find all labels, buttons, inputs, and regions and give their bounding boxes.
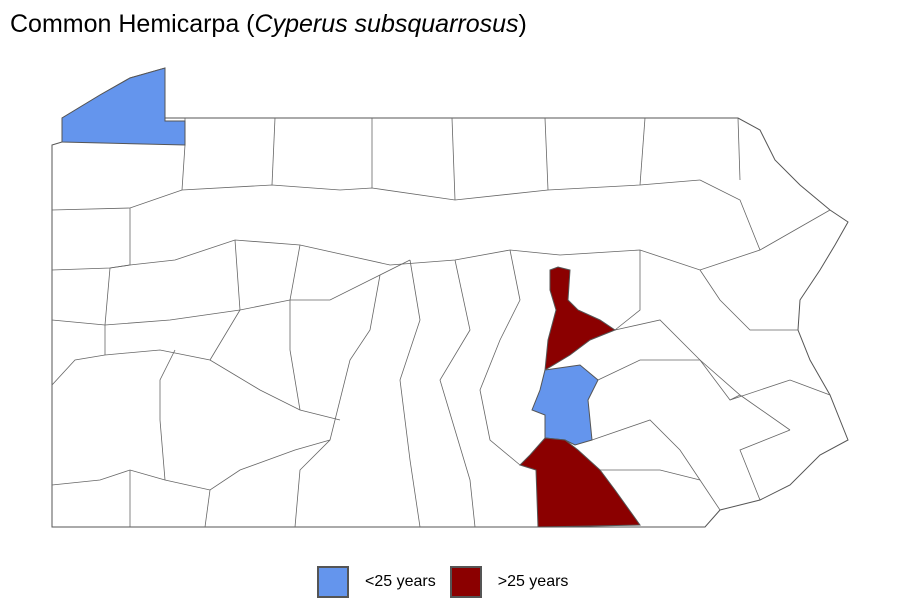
- county-under-25-years-central: [531, 364, 599, 446]
- legend: <25 years >25 years: [317, 566, 582, 598]
- county-over-25-years-south: [519, 437, 641, 528]
- legend-swatch-under-25: [317, 566, 349, 598]
- legend-swatch-over-25: [449, 566, 482, 598]
- county-borders: [51, 117, 831, 528]
- title-common-name: Common Hemicarpa (: [10, 10, 255, 38]
- title-close: ): [518, 10, 527, 38]
- state-outline: [51, 67, 849, 528]
- county-map: [51, 67, 849, 528]
- title-scientific-name: Cyperus subsquarrosus: [254, 10, 519, 38]
- legend-label-over-25: >25 years: [497, 573, 569, 590]
- county-under-25-years-northwest: [61, 67, 186, 146]
- county-over-25-years-north: [544, 266, 617, 371]
- map-title: Common Hemicarpa (Cyperus subsquarrosus): [10, 10, 527, 39]
- legend-label-under-25: <25 years: [365, 573, 436, 590]
